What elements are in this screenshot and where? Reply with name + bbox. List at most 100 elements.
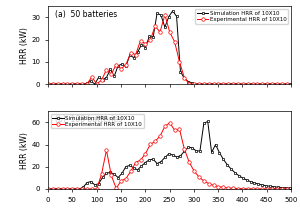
Experimental HRR of 10X10 — [212, 83, 215, 85]
Experimental HRR of 10X10 — [265, 83, 269, 85]
Experimental HRR of 10X10 — [241, 187, 244, 190]
Experimental HRR of 10X10 — [212, 184, 215, 187]
Legend: Simulation HRR of 10X10, Experimental HRR of 10X10: Simulation HRR of 10X10, Experimental HR… — [195, 9, 288, 24]
Simulation HRR of 10X10 — [112, 173, 116, 176]
Experimental HRR of 10X10 — [270, 188, 274, 190]
Experimental HRR of 10X10 — [80, 83, 84, 85]
Experimental HRR of 10X10 — [100, 173, 103, 175]
Simulation HRR of 10X10 — [120, 63, 124, 65]
Experimental HRR of 10X10 — [260, 83, 264, 85]
Experimental HRR of 10X10 — [207, 83, 211, 85]
Experimental HRR of 10X10 — [158, 135, 162, 137]
Simulation HRR of 10X10 — [112, 75, 116, 77]
Experimental HRR of 10X10 — [246, 188, 250, 190]
Experimental HRR of 10X10 — [197, 176, 201, 178]
Simulation HRR of 10X10 — [284, 186, 287, 189]
Experimental HRR of 10X10 — [80, 188, 84, 190]
Simulation HRR of 10X10 — [218, 151, 221, 154]
Experimental HRR of 10X10 — [105, 68, 108, 71]
Experimental HRR of 10X10 — [270, 83, 274, 85]
Experimental HRR of 10X10 — [183, 148, 186, 150]
Experimental HRR of 10X10 — [202, 83, 206, 85]
Experimental HRR of 10X10 — [51, 188, 55, 190]
Experimental HRR of 10X10 — [66, 188, 69, 190]
Experimental HRR of 10X10 — [280, 83, 284, 85]
Experimental HRR of 10X10 — [256, 188, 259, 190]
Experimental HRR of 10X10 — [134, 161, 137, 164]
Experimental HRR of 10X10 — [56, 188, 59, 190]
Experimental HRR of 10X10 — [163, 125, 167, 128]
Experimental HRR of 10X10 — [226, 187, 230, 189]
Experimental HRR of 10X10 — [207, 182, 211, 185]
Experimental HRR of 10X10 — [236, 83, 240, 85]
Experimental HRR of 10X10 — [251, 188, 254, 190]
Experimental HRR of 10X10 — [110, 73, 113, 75]
Experimental HRR of 10X10 — [90, 76, 94, 78]
Experimental HRR of 10X10 — [119, 67, 123, 70]
Experimental HRR of 10X10 — [119, 180, 123, 182]
Experimental HRR of 10X10 — [231, 187, 235, 190]
Experimental HRR of 10X10 — [260, 188, 264, 190]
Experimental HRR of 10X10 — [183, 76, 186, 79]
Text: (a)  50 batteries: (a) 50 batteries — [55, 10, 118, 19]
Experimental HRR of 10X10 — [153, 25, 157, 27]
Experimental HRR of 10X10 — [46, 188, 50, 190]
Experimental HRR of 10X10 — [85, 83, 89, 85]
Y-axis label: HRR (kW): HRR (kW) — [20, 27, 28, 64]
Experimental HRR of 10X10 — [192, 83, 196, 85]
Experimental HRR of 10X10 — [75, 188, 79, 190]
Experimental HRR of 10X10 — [158, 31, 162, 33]
Experimental HRR of 10X10 — [114, 63, 118, 66]
Simulation HRR of 10X10 — [288, 187, 291, 189]
Experimental HRR of 10X10 — [70, 83, 74, 85]
Experimental HRR of 10X10 — [251, 83, 254, 85]
Line: Simulation HRR of 10X10: Simulation HRR of 10X10 — [46, 9, 291, 85]
Experimental HRR of 10X10 — [90, 188, 94, 190]
Experimental HRR of 10X10 — [61, 188, 64, 190]
Experimental HRR of 10X10 — [105, 149, 108, 151]
Simulation HRR of 10X10 — [167, 15, 171, 18]
Experimental HRR of 10X10 — [124, 64, 128, 66]
Experimental HRR of 10X10 — [231, 83, 235, 85]
Experimental HRR of 10X10 — [275, 188, 279, 190]
Experimental HRR of 10X10 — [85, 188, 89, 190]
Experimental HRR of 10X10 — [129, 170, 133, 172]
Experimental HRR of 10X10 — [221, 186, 225, 189]
Experimental HRR of 10X10 — [280, 188, 284, 190]
Line: Experimental HRR of 10X10: Experimental HRR of 10X10 — [46, 13, 288, 86]
Y-axis label: HRR (kW): HRR (kW) — [20, 132, 28, 169]
Line: Experimental HRR of 10X10: Experimental HRR of 10X10 — [46, 121, 288, 191]
Experimental HRR of 10X10 — [217, 185, 220, 188]
Experimental HRR of 10X10 — [148, 143, 152, 146]
Experimental HRR of 10X10 — [197, 83, 201, 85]
Simulation HRR of 10X10 — [46, 188, 50, 190]
Simulation HRR of 10X10 — [159, 160, 163, 163]
Experimental HRR of 10X10 — [217, 83, 220, 85]
Simulation HRR of 10X10 — [218, 83, 221, 85]
Experimental HRR of 10X10 — [275, 83, 279, 85]
Experimental HRR of 10X10 — [124, 177, 128, 180]
Experimental HRR of 10X10 — [144, 152, 147, 155]
Experimental HRR of 10X10 — [178, 60, 181, 63]
Experimental HRR of 10X10 — [56, 83, 59, 85]
Experimental HRR of 10X10 — [139, 159, 142, 161]
Experimental HRR of 10X10 — [134, 53, 137, 56]
Experimental HRR of 10X10 — [168, 122, 172, 124]
Experimental HRR of 10X10 — [188, 83, 191, 85]
Experimental HRR of 10X10 — [110, 174, 113, 177]
Text: (b)  100 batteries: (b) 100 batteries — [55, 115, 122, 124]
Experimental HRR of 10X10 — [100, 79, 103, 81]
Experimental HRR of 10X10 — [144, 43, 147, 45]
Simulation HRR of 10X10 — [206, 120, 209, 123]
Experimental HRR of 10X10 — [285, 83, 288, 85]
Experimental HRR of 10X10 — [285, 188, 288, 190]
Simulation HRR of 10X10 — [46, 83, 50, 85]
Experimental HRR of 10X10 — [61, 83, 64, 85]
Experimental HRR of 10X10 — [95, 83, 98, 85]
Line: Simulation HRR of 10X10: Simulation HRR of 10X10 — [46, 120, 291, 190]
Simulation HRR of 10X10 — [284, 83, 287, 85]
Experimental HRR of 10X10 — [221, 83, 225, 85]
Simulation HRR of 10X10 — [171, 10, 175, 12]
Experimental HRR of 10X10 — [66, 83, 69, 85]
Experimental HRR of 10X10 — [256, 83, 259, 85]
